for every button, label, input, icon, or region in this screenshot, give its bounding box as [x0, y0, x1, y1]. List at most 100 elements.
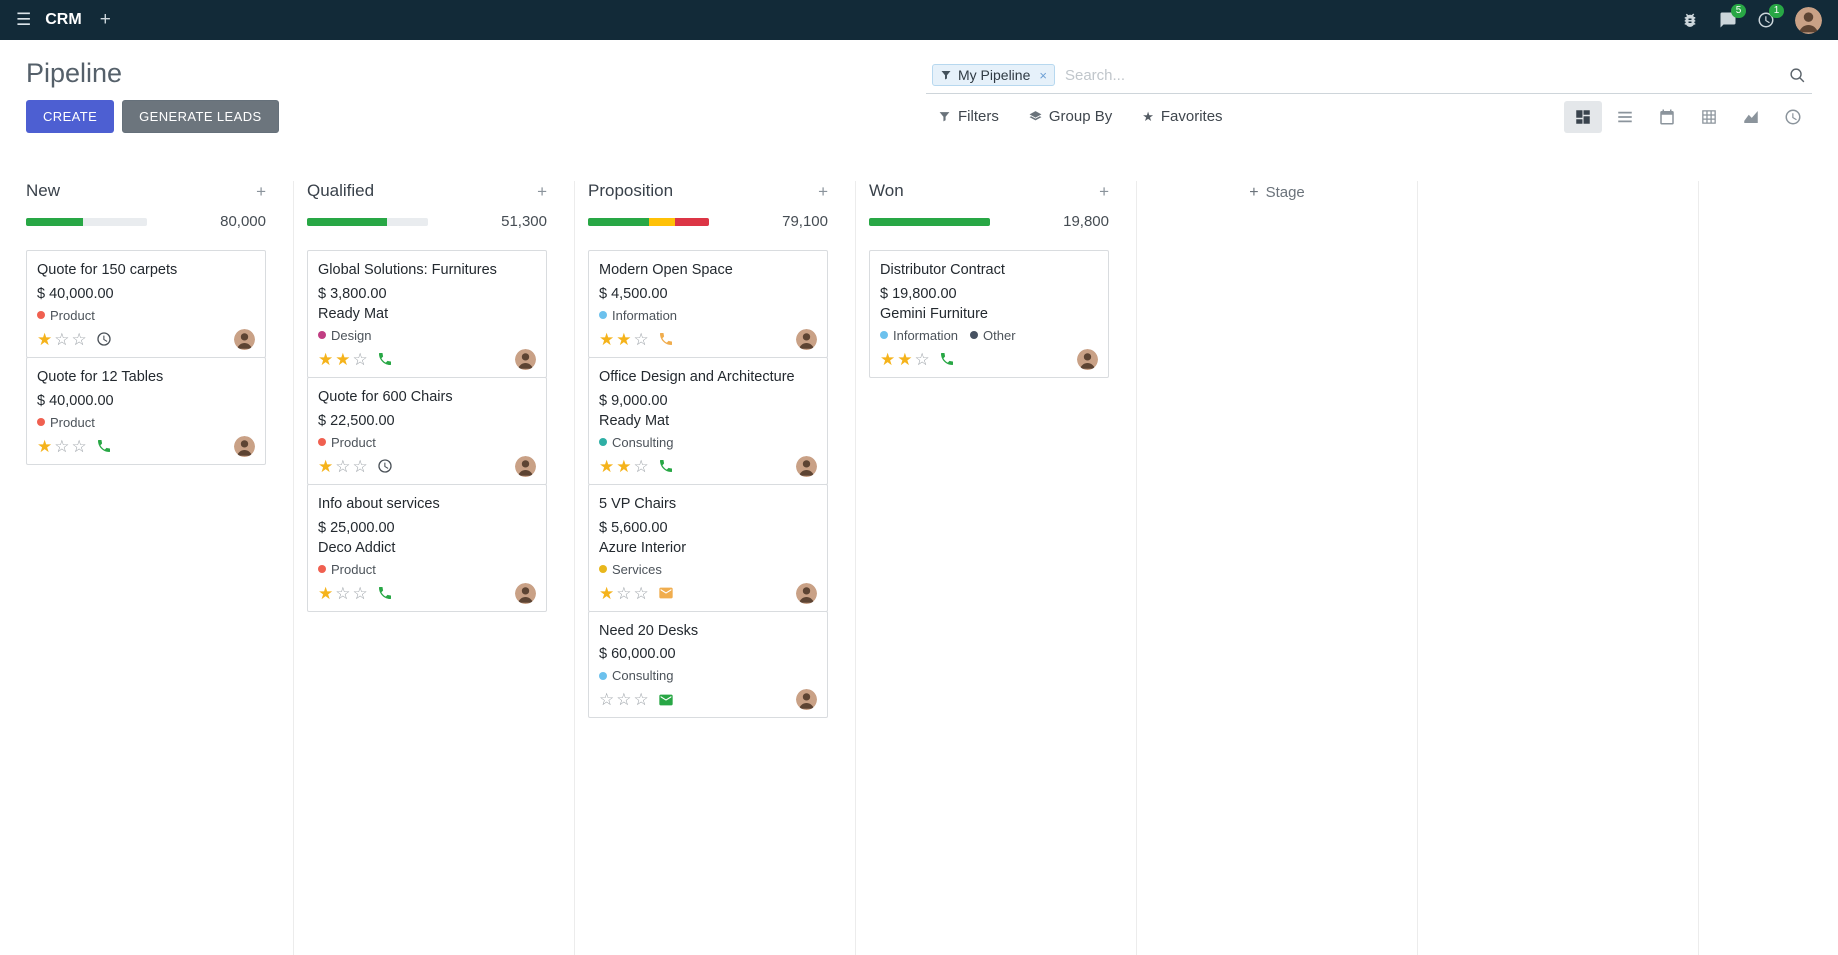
column-title[interactable]: Won: [869, 181, 904, 200]
activities-clock-icon[interactable]: 1: [1757, 4, 1784, 29]
generate-leads-button[interactable]: GENERATE LEADS: [122, 100, 279, 133]
kanban-card[interactable]: Quote for 600 Chairs $ 22,500.00 Product…: [307, 376, 547, 485]
search-input[interactable]: [1064, 66, 1789, 84]
priority-stars[interactable]: ★ ★ ☆: [318, 349, 368, 369]
view-pivot-button[interactable]: [1690, 101, 1728, 133]
envelope-icon[interactable]: [658, 585, 674, 601]
envelope-icon[interactable]: [658, 692, 674, 708]
add-stage-button[interactable]: + Stage: [1249, 184, 1305, 201]
tag-label: Product: [331, 561, 376, 577]
progress-segment[interactable]: [588, 217, 649, 226]
column-progressbar[interactable]: [869, 217, 990, 226]
column-total: 79,100: [782, 213, 828, 230]
systray: 5 1: [1681, 4, 1822, 34]
priority-stars[interactable]: ★ ☆ ☆: [599, 583, 649, 603]
phone-icon[interactable]: [658, 458, 674, 474]
clock-icon[interactable]: [377, 458, 393, 474]
progress-segment[interactable]: [307, 217, 387, 226]
kanban-icon: [1574, 108, 1592, 126]
column-progressbar[interactable]: [307, 217, 428, 226]
tag: Services: [599, 562, 662, 577]
kanban-card[interactable]: Office Design and Architecture $ 9,000.0…: [588, 356, 828, 485]
column-progressbar[interactable]: [588, 217, 709, 226]
list-icon: [1616, 108, 1634, 126]
control-panel-top: Pipeline My Pipeline ×: [0, 40, 1838, 94]
phone-icon[interactable]: [96, 438, 112, 454]
plus-icon: +: [1249, 183, 1259, 201]
facet-remove-icon[interactable]: ×: [1039, 67, 1047, 83]
card-amount: $ 25,000.00: [318, 519, 395, 536]
quick-add-icon[interactable]: +: [256, 181, 266, 201]
messages-icon[interactable]: 5: [1719, 4, 1746, 29]
tag: Product: [318, 562, 376, 577]
favorites-menu[interactable]: ★ Favorites: [1142, 108, 1222, 125]
user-avatar[interactable]: [1795, 7, 1822, 34]
create-button[interactable]: CREATE: [26, 100, 115, 133]
search-bar[interactable]: My Pipeline ×: [926, 61, 1812, 94]
progress-segment[interactable]: [648, 217, 676, 226]
priority-stars[interactable]: ★ ☆ ☆: [318, 456, 368, 476]
view-calendar-button[interactable]: [1648, 101, 1686, 133]
calendar-icon: [1658, 108, 1676, 126]
search-icon[interactable]: [1789, 67, 1806, 84]
phone-icon[interactable]: [377, 351, 393, 367]
priority-stars[interactable]: ★ ★ ☆: [599, 456, 649, 476]
card-title: Quote for 12 Tables: [37, 368, 164, 385]
debug-bug-icon[interactable]: [1681, 11, 1699, 29]
column-total: 19,800: [1063, 213, 1109, 230]
kanban-card[interactable]: Global Solutions: Furnitures $ 3,800.00 …: [307, 250, 547, 378]
column-title[interactable]: Proposition: [588, 181, 674, 200]
kanban-card[interactable]: Need 20 Desks $ 60,000.00 Consulting ☆ ☆ ☆: [588, 610, 828, 719]
phone-icon[interactable]: [658, 331, 674, 347]
phone-icon[interactable]: [377, 585, 393, 601]
kanban-card[interactable]: Quote for 12 Tables $ 40,000.00 Product …: [26, 356, 266, 465]
add-menu-plus-icon[interactable]: +: [99, 9, 111, 30]
column-title[interactable]: Qualified: [307, 181, 375, 200]
priority-stars[interactable]: ★ ☆ ☆: [318, 583, 368, 603]
priority-stars[interactable]: ★ ☆ ☆: [37, 436, 87, 456]
column-total: 51,300: [501, 213, 547, 230]
priority-stars[interactable]: ★ ☆ ☆: [37, 329, 87, 349]
progress-segment[interactable]: [675, 217, 709, 226]
avatar: [796, 583, 817, 604]
kanban-column-won: Won + 19,800 Distributor Contract $ 19,8…: [856, 181, 1137, 955]
tag: Information: [599, 308, 677, 323]
quick-add-icon[interactable]: +: [1099, 181, 1109, 201]
quick-add-icon[interactable]: +: [818, 181, 828, 201]
priority-stars[interactable]: ☆ ☆ ☆: [599, 690, 649, 710]
kanban-card[interactable]: Quote for 150 carpets $ 40,000.00 Produc…: [26, 250, 266, 358]
kanban-card[interactable]: 5 VP Chairs $ 5,600.00 Azure Interior Se…: [588, 483, 828, 612]
group-by-menu[interactable]: Group By: [1029, 108, 1112, 125]
view-activity-button[interactable]: [1774, 101, 1812, 133]
priority-stars[interactable]: ★ ★ ☆: [599, 329, 649, 349]
priority-stars[interactable]: ★ ★ ☆: [880, 349, 930, 369]
card-title: Quote for 600 Chairs: [318, 388, 453, 405]
layers-icon: [1029, 110, 1042, 123]
progress-segment[interactable]: [26, 217, 83, 226]
quick-add-icon[interactable]: +: [537, 181, 547, 201]
tag: Product: [37, 415, 95, 430]
tag: Consulting: [599, 668, 673, 683]
tag-label: Product: [50, 307, 95, 323]
apps-menu-icon[interactable]: ☰: [16, 10, 32, 29]
tag-dot: [880, 331, 888, 340]
control-panel-buttons: CREATE GENERATE LEADS Filters Group By ★…: [0, 94, 1838, 147]
search-facet[interactable]: My Pipeline ×: [932, 64, 1055, 86]
view-graph-button[interactable]: [1732, 101, 1770, 133]
app-name[interactable]: CRM: [45, 11, 82, 28]
card-title: Quote for 150 carpets: [37, 262, 178, 278]
view-list-button[interactable]: [1606, 101, 1644, 133]
column-progressbar[interactable]: [26, 217, 147, 226]
card-partner: Ready Mat: [318, 305, 389, 322]
phone-icon[interactable]: [939, 351, 955, 367]
clock-icon[interactable]: [96, 331, 112, 347]
kanban-card[interactable]: Modern Open Space $ 4,500.00 Information…: [588, 250, 828, 358]
tag-dot: [599, 565, 607, 574]
filters-menu[interactable]: Filters: [938, 108, 999, 125]
kanban-card[interactable]: Distributor Contract $ 19,800.00 Gemini …: [869, 250, 1109, 378]
progress-segment[interactable]: [869, 217, 990, 226]
kanban-card[interactable]: Info about services $ 25,000.00 Deco Add…: [307, 483, 547, 612]
column-title[interactable]: New: [26, 181, 61, 200]
filter-menus: Filters Group By ★ Favorites: [938, 108, 1223, 125]
view-kanban-button[interactable]: [1564, 100, 1602, 133]
